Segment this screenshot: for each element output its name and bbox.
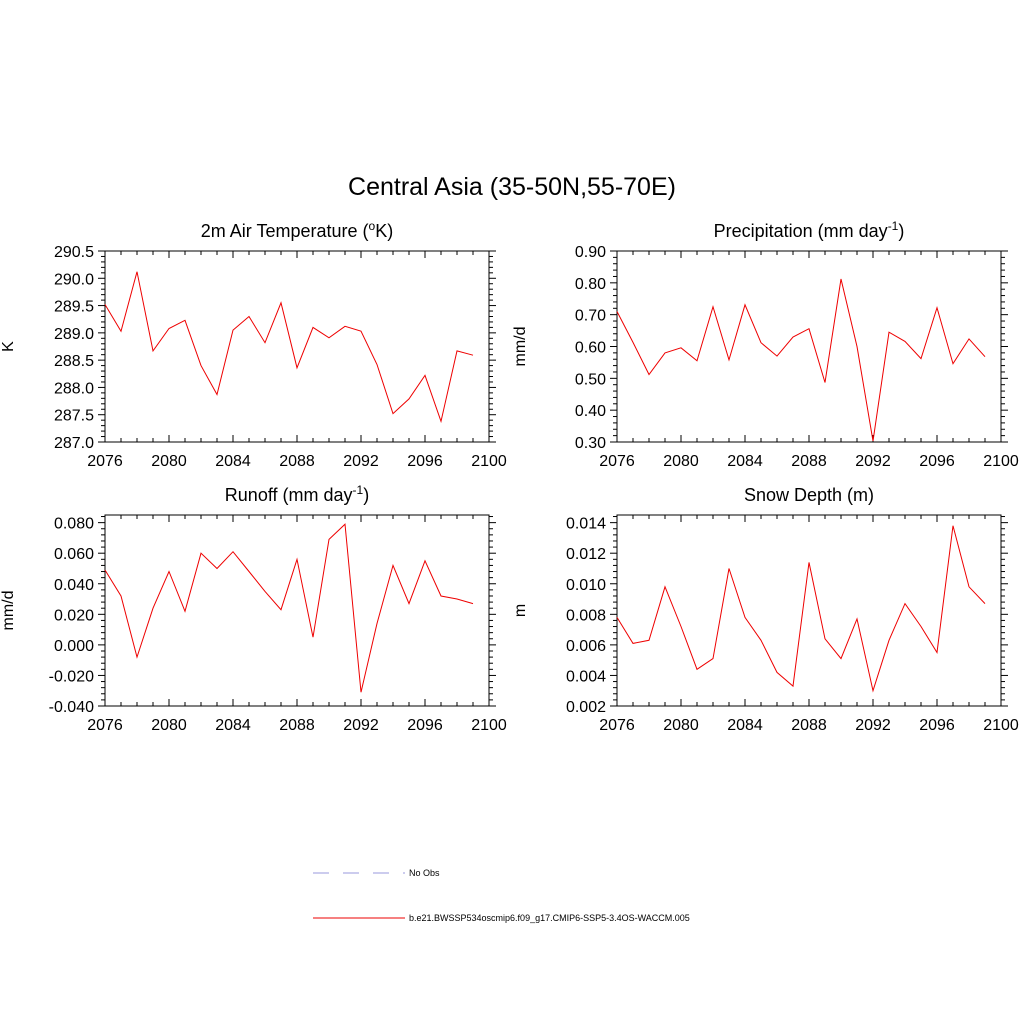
panel-1: 2m Air Temperature (oK) 2076 2080 2084 2088 2… bbox=[0, 219, 507, 470]
x-tick-label: 2080 bbox=[663, 453, 699, 470]
y-tick-label: -0.020 bbox=[49, 668, 94, 685]
x-tick-label: 2080 bbox=[151, 453, 187, 470]
x-tick-label: 2092 bbox=[343, 453, 379, 470]
x-tick-label: 2076 bbox=[87, 717, 123, 734]
y-tick-label: 0.012 bbox=[566, 546, 606, 563]
plot-frame bbox=[104, 250, 490, 443]
y-tick-label: 0.002 bbox=[566, 699, 606, 716]
legend-label: No Obs bbox=[409, 868, 440, 878]
series-line bbox=[616, 525, 986, 693]
x-tick-label: 2084 bbox=[215, 717, 251, 734]
panel-title-superscript: o bbox=[369, 219, 376, 233]
y-tick-label: 0.90 bbox=[575, 244, 606, 261]
y-tick-label: 0.000 bbox=[54, 638, 94, 655]
panel-2: Precipitation (mm day-1) 2076 2080 2084 2088… bbox=[512, 219, 1019, 470]
panel-title-suffix: ) bbox=[898, 221, 904, 241]
plot-frame bbox=[616, 250, 1002, 443]
x-tick-label: 2080 bbox=[151, 717, 187, 734]
y-axis-label: m bbox=[512, 604, 529, 617]
panel-title-superscript: -1 bbox=[888, 219, 899, 233]
series-line bbox=[616, 278, 986, 442]
x-tick-label: 2076 bbox=[599, 717, 635, 734]
plot-frame bbox=[104, 514, 490, 707]
x-tick-label: 2088 bbox=[279, 717, 315, 734]
y-tick-label: 0.006 bbox=[566, 638, 606, 655]
panels: 2m Air Temperature (oK)2076 2080 2084 2088 2… bbox=[0, 219, 1019, 734]
x-tick-label: 2076 bbox=[87, 453, 123, 470]
x-tick-label: 2076 bbox=[599, 453, 635, 470]
y-tick-label: 0.040 bbox=[54, 577, 94, 594]
y-tick-label: 0.010 bbox=[566, 577, 606, 594]
panel-title: Snow Depth (m) bbox=[744, 485, 874, 505]
y-axis-label: mm/d bbox=[0, 591, 17, 631]
x-tick-label: 2100 bbox=[983, 717, 1019, 734]
panel-title-text: 2m Air Temperature ( bbox=[201, 221, 369, 241]
y-tick-label: 0.004 bbox=[566, 668, 606, 685]
y-tick-label: 287.0 bbox=[54, 435, 94, 452]
y-tick-label: 288.5 bbox=[54, 353, 94, 370]
x-tick-label: 2096 bbox=[919, 717, 955, 734]
y-tick-label: 0.80 bbox=[575, 276, 606, 293]
x-tick-label: 2084 bbox=[727, 717, 763, 734]
x-tick-label: 2092 bbox=[343, 717, 379, 734]
y-tick-label: 290.5 bbox=[54, 244, 94, 261]
y-tick-label: 289.0 bbox=[54, 326, 94, 343]
y-tick-label: 290.0 bbox=[54, 271, 94, 288]
y-tick-label: 0.014 bbox=[566, 516, 606, 533]
x-tick-label: 2092 bbox=[855, 717, 891, 734]
y-tick-label: 0.080 bbox=[54, 516, 94, 533]
y-tick-label: 287.5 bbox=[54, 408, 94, 425]
legend-item-2: b.e21.BWSSP534oscmip6.f09_g17.CMIP6-SSP5… bbox=[313, 913, 690, 923]
y-tick-label: 0.70 bbox=[575, 308, 606, 325]
x-tick-label: 2100 bbox=[471, 717, 507, 734]
y-tick-label: 0.30 bbox=[575, 435, 606, 452]
main-title: Central Asia (35-50N,55-70E) bbox=[348, 173, 676, 201]
legend: No Obs b.e21.BWSSP534oscmip6.f09_g17.CMIP… bbox=[313, 868, 690, 923]
y-axis-label: mm/d bbox=[512, 327, 529, 367]
x-tick-label: 2088 bbox=[279, 453, 315, 470]
y-tick-label: 289.5 bbox=[54, 299, 94, 316]
y-tick-label: 0.40 bbox=[575, 403, 606, 420]
panel-title-suffix: ) bbox=[363, 485, 369, 505]
legend-label: b.e21.BWSSP534oscmip6.f09_g17.CMIP6-SSP5… bbox=[409, 913, 690, 923]
x-tick-label: 2084 bbox=[215, 453, 251, 470]
panel-title-suffix: K) bbox=[375, 221, 393, 241]
x-tick-label: 2084 bbox=[727, 453, 763, 470]
y-tick-label: 0.060 bbox=[54, 546, 94, 563]
x-tick-label: 2096 bbox=[407, 717, 443, 734]
x-tick-label: 2096 bbox=[919, 453, 955, 470]
x-tick-label: 2088 bbox=[791, 453, 827, 470]
y-axis-label: K bbox=[0, 341, 17, 352]
panel-title: 2m Air Temperature (oK) bbox=[201, 219, 393, 241]
y-tick-label: 0.60 bbox=[575, 340, 606, 357]
y-tick-label: 0.020 bbox=[54, 607, 94, 624]
x-tick-label: 2092 bbox=[855, 453, 891, 470]
x-tick-label: 2080 bbox=[663, 717, 699, 734]
y-tick-label: 288.0 bbox=[54, 380, 94, 397]
panel-4: Snow Depth (m) 2076 2080 2084 2088 2092 2096 21… bbox=[512, 485, 1019, 734]
x-tick-label: 2096 bbox=[407, 453, 443, 470]
x-tick-label: 2100 bbox=[983, 453, 1019, 470]
y-tick-label: 0.50 bbox=[575, 371, 606, 388]
panel-title-text: Precipitation (mm day bbox=[714, 221, 888, 241]
panel-title-superscript: -1 bbox=[353, 483, 364, 497]
panel-title: Runoff (mm day-1) bbox=[225, 483, 369, 505]
y-tick-label: 0.008 bbox=[566, 607, 606, 624]
panel-3: Runoff (mm day-1) 2076 2080 2084 2088 2092 209… bbox=[0, 483, 507, 734]
legend-item-1: No Obs bbox=[313, 868, 440, 878]
panel-title: Precipitation (mm day-1) bbox=[714, 219, 905, 241]
panel-title-text: Runoff (mm day bbox=[225, 485, 353, 505]
series-line bbox=[104, 271, 474, 424]
series-line bbox=[104, 523, 474, 693]
x-tick-label: 2100 bbox=[471, 453, 507, 470]
y-tick-label: -0.040 bbox=[49, 699, 94, 716]
x-tick-label: 2088 bbox=[791, 717, 827, 734]
panel-title-text: Snow Depth (m) bbox=[744, 485, 874, 505]
